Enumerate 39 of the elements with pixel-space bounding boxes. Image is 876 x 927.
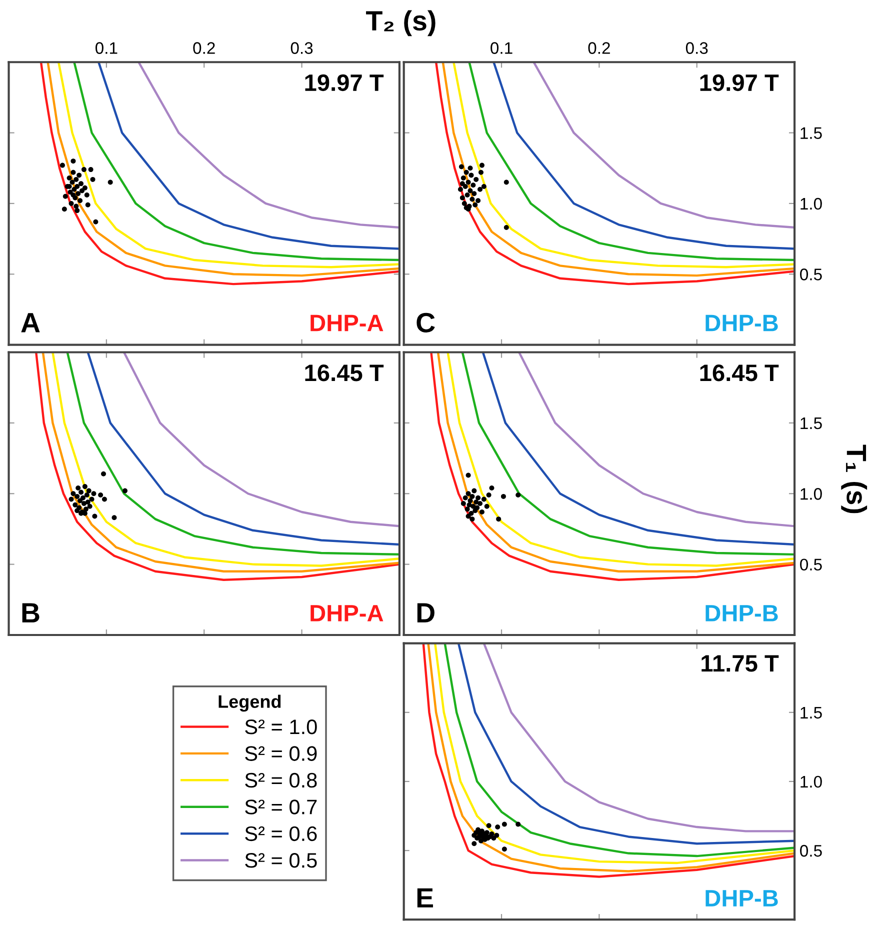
x-tick-label: 0.1 <box>490 42 512 54</box>
legend-label: S² = 0.8 <box>245 772 317 788</box>
y-tick-label: 0.5 <box>800 844 822 857</box>
chart-title: 11.75 T <box>702 655 779 672</box>
annotation: A <box>21 313 40 332</box>
x-tick-label: 0.1 <box>96 42 118 54</box>
y-tick-label: 0.5 <box>800 268 822 280</box>
annotation: D <box>417 603 434 622</box>
x-tick-label: 0.2 <box>588 42 610 54</box>
annotation: DHP-B <box>706 314 778 332</box>
annotation: E <box>417 888 433 908</box>
annotation: DHP-A <box>310 314 384 332</box>
legend-label: S² = 0.9 <box>245 746 317 761</box>
x-tick-label: 0.3 <box>686 42 708 54</box>
y-tick-label: 1.0 <box>800 776 822 788</box>
chart-title: 19.97 T <box>305 74 384 92</box>
chart-title: 19.97 T <box>700 74 779 92</box>
legend-label: S² = 0.5 <box>245 853 317 868</box>
y-tick-label: 1.0 <box>800 488 822 500</box>
x-tick-label: 0.3 <box>290 42 313 54</box>
y-tick-label: 1.5 <box>800 127 822 139</box>
annotation: DHP-A <box>310 605 384 622</box>
chart-title: 16.45 T <box>305 364 384 382</box>
y-tick-label: 1.5 <box>800 706 822 719</box>
x-axis-title: T₂ (s) <box>366 10 436 36</box>
annotation: DHP-B <box>706 890 778 906</box>
y-tick-label: 1.0 <box>800 198 822 210</box>
x-tick-label: 0.2 <box>193 42 215 54</box>
annotation: C <box>416 312 435 333</box>
annotation: B <box>22 603 40 622</box>
legend-label: S² = 0.6 <box>245 826 317 842</box>
legend-title: Legend <box>218 694 281 712</box>
y-tick-label: 1.5 <box>800 418 822 430</box>
y-axis-title: T₁ (s) <box>841 444 868 514</box>
chart-title: 16.45 T <box>700 364 779 382</box>
legend-label: S² = 0.7 <box>245 800 317 814</box>
y-tick-label: 0.5 <box>800 558 822 571</box>
legend-label: S² = 1.0 <box>245 719 317 734</box>
annotation: DHP-B <box>706 605 778 622</box>
